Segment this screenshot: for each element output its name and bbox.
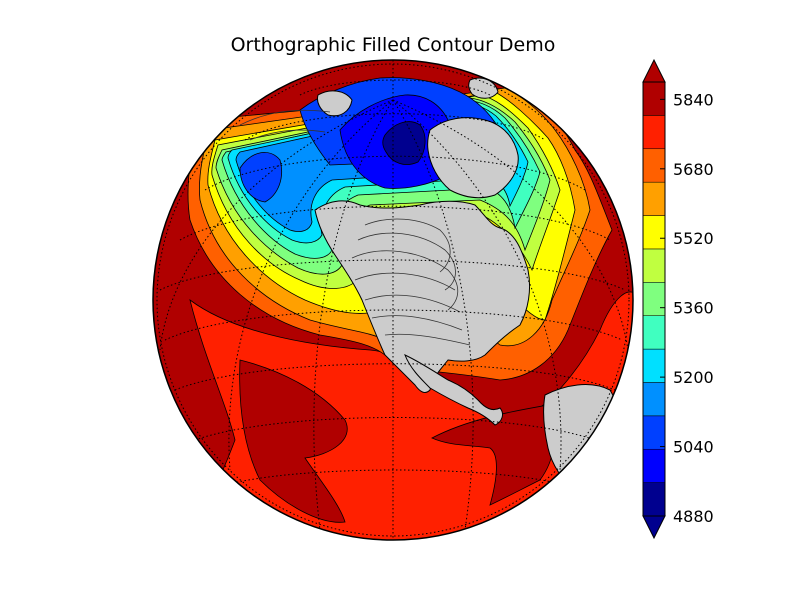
colorbar-tick-label-3: 5360 — [673, 299, 714, 318]
colorbar: 4880 5040 5200 5360 5520 5680 5840 — [642, 58, 714, 540]
colorbar-band-7 — [642, 248, 666, 283]
land-greenland — [427, 117, 519, 199]
colorbar-band-8 — [642, 215, 666, 250]
colorbar-tick-label-0: 4880 — [673, 507, 714, 526]
colorbar-tick-label-1: 5040 — [673, 438, 714, 457]
colorbar-band-6 — [642, 282, 666, 316]
contour-lines — [239, 109, 471, 346]
colorbar-extend-over — [642, 58, 666, 83]
globe — [153, 60, 633, 540]
contour-band-5840-pacific — [239, 359, 348, 523]
colorbar-band-11 — [642, 115, 666, 150]
colorbar-band-12 — [642, 81, 666, 116]
colorbar-band-10 — [642, 148, 666, 183]
colorbar-frame — [642, 81, 666, 517]
colorbar-band-3 — [642, 382, 666, 417]
colorbar-band-2 — [642, 415, 666, 450]
colorbar-band-5 — [642, 315, 666, 350]
globe-outline — [152, 59, 634, 541]
land-north-america — [314, 200, 531, 393]
colorbar-band-9 — [642, 181, 666, 216]
colorbar-tick-label-4: 5520 — [673, 229, 714, 248]
colorbar-band-0 — [642, 482, 666, 517]
colorbar-tick-label-5: 5680 — [673, 160, 714, 179]
colorbar-extend-under — [642, 515, 666, 540]
map-title: Orthographic Filled Contour Demo — [230, 34, 556, 56]
colorbar-tick-label-6: 5840 — [673, 90, 714, 109]
graticule — [156, 60, 630, 540]
colorbar-tick-label-2: 5200 — [673, 368, 714, 387]
colorbar-band-1 — [642, 448, 666, 483]
land-central-america — [404, 354, 503, 426]
contour-band-5840-atlantic — [431, 404, 556, 506]
